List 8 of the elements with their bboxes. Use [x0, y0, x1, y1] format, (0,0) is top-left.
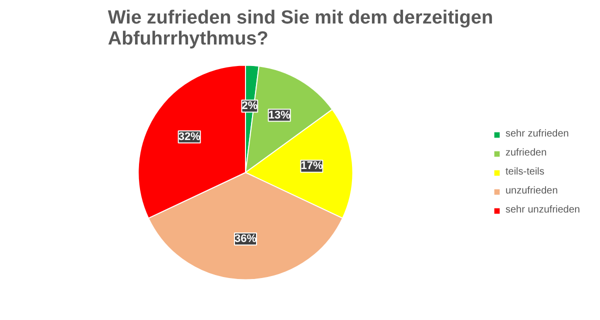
- data-label: 36%: [234, 233, 257, 246]
- data-label: 13%: [268, 109, 291, 122]
- legend-label: sehr unzufrieden: [506, 204, 580, 216]
- chart-title: Wie zufrieden sind Sie mit dem derzeitigen Abfuhrrhythmus?: [108, 8, 494, 50]
- legend-label: teils-teils: [506, 166, 544, 178]
- legend-label: zufrieden: [506, 148, 547, 158]
- legend-label: sehr zufrieden: [506, 128, 569, 140]
- legend-label: unzufrieden: [506, 186, 558, 196]
